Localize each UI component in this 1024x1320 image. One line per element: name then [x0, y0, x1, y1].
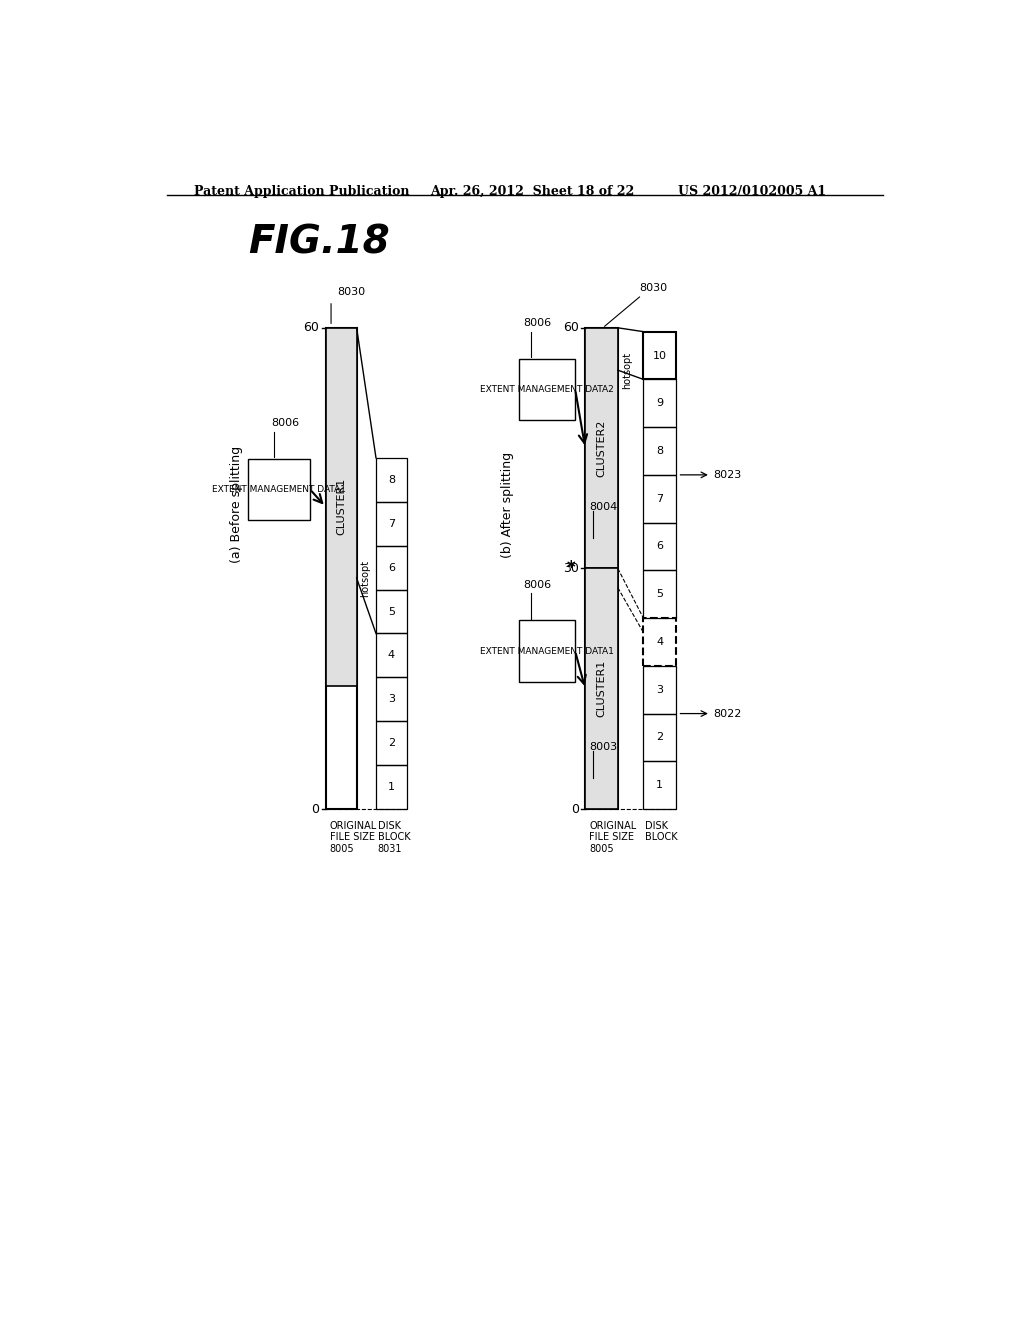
Bar — [643, 523, 676, 570]
Text: 30: 30 — [563, 562, 579, 576]
Text: *: * — [567, 560, 575, 577]
Bar — [326, 327, 356, 686]
Text: 8023: 8023 — [713, 470, 741, 480]
Bar — [643, 331, 676, 379]
Text: FIG.18: FIG.18 — [248, 224, 390, 261]
Text: 60: 60 — [303, 321, 319, 334]
Text: 8006: 8006 — [523, 579, 551, 590]
Bar — [376, 721, 407, 766]
Text: ORIGINAL
FILE SIZE
8005: ORIGINAL FILE SIZE 8005 — [589, 821, 636, 854]
Bar — [376, 502, 407, 545]
Bar — [643, 428, 676, 475]
Text: 9: 9 — [656, 399, 664, 408]
Bar — [376, 590, 407, 634]
Text: 3: 3 — [388, 694, 395, 705]
Text: 5: 5 — [388, 607, 395, 616]
Text: 5: 5 — [656, 589, 664, 599]
Text: 2: 2 — [656, 733, 664, 742]
Text: 6: 6 — [388, 562, 395, 573]
Text: 0: 0 — [311, 803, 319, 816]
Text: (b) After splitting: (b) After splitting — [502, 451, 514, 558]
Text: DISK
BLOCK
8031: DISK BLOCK 8031 — [378, 821, 411, 854]
Text: Patent Application Publication: Patent Application Publication — [194, 185, 410, 198]
Text: 4: 4 — [656, 638, 664, 647]
Bar — [586, 327, 617, 809]
Text: EXTENT MANAGEMENT DATA1: EXTENT MANAGEMENT DATA1 — [212, 484, 346, 494]
Bar — [643, 618, 676, 665]
Bar — [376, 677, 407, 721]
Text: 1: 1 — [656, 780, 664, 791]
Bar — [376, 634, 407, 677]
Text: hotsopt: hotsopt — [360, 560, 371, 597]
Text: DISK
BLOCK: DISK BLOCK — [645, 821, 678, 842]
Text: 10: 10 — [652, 351, 667, 360]
Bar — [643, 570, 676, 618]
Text: 8006: 8006 — [271, 418, 299, 428]
Text: 4: 4 — [388, 651, 395, 660]
Text: 6: 6 — [656, 541, 664, 552]
Text: 8030: 8030 — [640, 284, 668, 293]
Bar — [376, 545, 407, 590]
Bar — [643, 379, 676, 428]
Bar — [643, 475, 676, 523]
Bar — [643, 665, 676, 714]
Bar — [248, 459, 310, 520]
Text: Apr. 26, 2012  Sheet 18 of 22: Apr. 26, 2012 Sheet 18 of 22 — [430, 185, 635, 198]
Text: CLUSTER1: CLUSTER1 — [597, 660, 606, 717]
Bar — [376, 766, 407, 809]
Bar — [519, 359, 575, 420]
Text: 0: 0 — [571, 803, 579, 816]
Text: EXTENT MANAGEMENT DATA2: EXTENT MANAGEMENT DATA2 — [480, 385, 614, 393]
Text: 7: 7 — [388, 519, 395, 529]
Text: 7: 7 — [656, 494, 664, 504]
Text: 3: 3 — [656, 685, 664, 694]
Text: 8: 8 — [388, 475, 395, 484]
Bar — [519, 620, 575, 682]
Text: 8: 8 — [656, 446, 664, 455]
Text: CLUSTER1: CLUSTER1 — [336, 478, 346, 536]
Text: US 2012/0102005 A1: US 2012/0102005 A1 — [678, 185, 826, 198]
Text: CLUSTER2: CLUSTER2 — [597, 420, 606, 477]
Bar — [586, 569, 617, 809]
Text: 8022: 8022 — [713, 709, 741, 718]
Text: 60: 60 — [563, 321, 579, 334]
Text: (a) Before splitting: (a) Before splitting — [230, 446, 243, 564]
Text: hotsopt: hotsopt — [622, 351, 632, 388]
Text: 8004: 8004 — [589, 502, 617, 512]
Bar — [586, 327, 617, 569]
Text: ORIGINAL
FILE SIZE
8005: ORIGINAL FILE SIZE 8005 — [330, 821, 377, 854]
Bar — [643, 762, 676, 809]
Bar — [326, 327, 356, 809]
Text: 8003: 8003 — [589, 742, 617, 752]
Text: 1: 1 — [388, 783, 395, 792]
Bar — [643, 714, 676, 762]
Bar — [376, 458, 407, 502]
Text: 8030: 8030 — [337, 286, 366, 297]
Text: 8006: 8006 — [523, 318, 551, 327]
Text: 2: 2 — [388, 738, 395, 748]
Text: EXTENT MANAGEMENT DATA1: EXTENT MANAGEMENT DATA1 — [480, 647, 614, 656]
